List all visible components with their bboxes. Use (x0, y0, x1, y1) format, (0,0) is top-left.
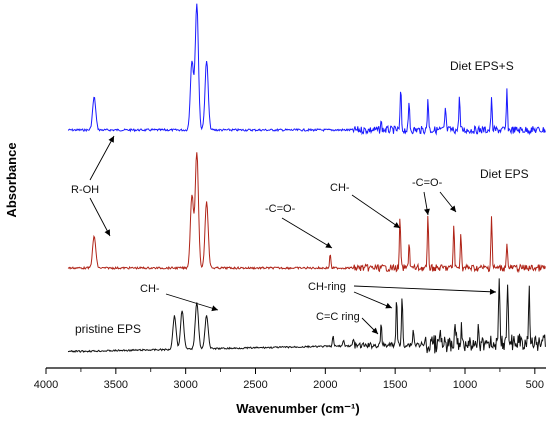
x-tick-label-1000: 1000 (453, 379, 477, 391)
arrow-ch-diet (351, 194, 401, 229)
series-line-diet-eps (67, 152, 546, 274)
arrow-co-diet-2b (439, 191, 457, 213)
x-tick-label-4000: 4000 (34, 379, 58, 391)
arrow-r-oh-lower (89, 197, 111, 237)
x-tick-label-2500: 2500 (243, 379, 267, 391)
annotation-cc-ring: C=C ring (316, 311, 360, 323)
arrow-cc-ring (361, 317, 379, 335)
x-tick-label-3500: 3500 (104, 379, 128, 391)
annotation-ch-diet: CH- (330, 182, 350, 194)
annotation-r-oh: R-OH (71, 184, 99, 196)
series-label-pristine-eps: pristine EPS (75, 322, 141, 336)
arrow-r-oh-upper (89, 135, 115, 181)
x-tick-label-1500: 1500 (383, 379, 407, 391)
x-axis-title: Wavenumber (cm⁻¹) (236, 401, 359, 416)
y-axis-title: Absorbance (4, 142, 19, 217)
x-tick-label-500: 500 (526, 379, 544, 391)
annotations: R-OH -C=O- CH- -C=O- CH- CH-ring C=C rin… (71, 135, 497, 335)
x-axis: 4000 3500 3000 2500 2000 1500 1000 500 (34, 367, 546, 391)
x-tick-label-3000: 3000 (173, 379, 197, 391)
series-label-diet-eps-s: Diet EPS+S (450, 59, 514, 73)
annotation-co-diet-2: -C=O- (412, 177, 443, 189)
arrow-ch-ring-b (353, 285, 497, 295)
series-line-pristine-eps (67, 278, 546, 354)
x-tick-label-2000: 2000 (313, 379, 337, 391)
arrow-co-diet-2a (423, 191, 430, 216)
plot-traces (67, 3, 546, 354)
annotation-ch-pristine: CH- (140, 283, 160, 295)
arrow-ch-pristine (165, 293, 219, 312)
annotation-ch-ring: CH-ring (308, 281, 346, 293)
arrow-ch-ring-a (353, 291, 393, 309)
series-label-diet-eps: Diet EPS (480, 167, 529, 181)
annotation-co-diet: -C=O- (265, 203, 296, 215)
series-line-diet-eps-s (67, 3, 546, 136)
arrow-co-diet (281, 217, 333, 249)
